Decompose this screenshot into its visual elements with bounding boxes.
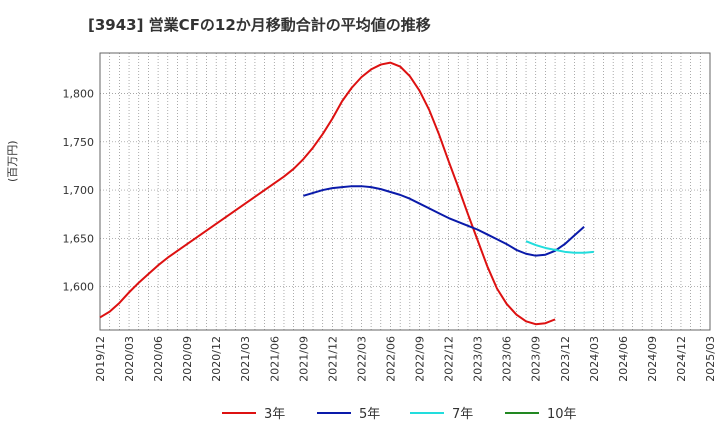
legend-label: 3年 (264, 407, 285, 422)
x-tick-label: 2023/12 (559, 336, 572, 382)
x-tick-label: 2023/03 (472, 336, 485, 382)
x-tick-label: 2023/09 (530, 336, 543, 382)
x-tick-label: 2020/03 (123, 336, 136, 382)
x-tick-label: 2021/03 (239, 336, 252, 382)
x-tick-label: 2021/09 (297, 336, 310, 382)
y-tick-label: 1,750 (63, 136, 95, 149)
grid-lines (100, 53, 710, 330)
series-line (99, 61, 556, 326)
plot-frame (99, 52, 711, 331)
x-tick-label: 2019/12 (94, 336, 107, 382)
legend-label: 5年 (359, 407, 380, 422)
x-tick-label: 2024/06 (617, 336, 630, 382)
x-tick-label: 2020/12 (210, 336, 223, 382)
legend: 3年 5年 7年 10年 (222, 407, 577, 422)
y-tick-labels: 1,600 1,650 1,700 1,750 1,800 (63, 88, 95, 294)
series-line (303, 185, 585, 257)
x-tick-label: 2024/03 (588, 336, 601, 382)
x-tick-label: 2025/03 (704, 336, 717, 382)
x-tick-label: 2020/06 (152, 336, 165, 382)
y-tick-label: 1,700 (63, 184, 95, 197)
x-tick-label: 2021/06 (268, 336, 281, 382)
x-tick-label: 2020/09 (181, 336, 194, 382)
series-lines (99, 61, 594, 326)
x-tick-label: 2023/06 (501, 336, 514, 382)
x-tick-label: 2021/12 (326, 336, 339, 382)
x-tick-label: 2024/12 (675, 336, 688, 382)
x-tick-label: 2022/06 (384, 336, 397, 382)
y-tick-label: 1,600 (63, 281, 95, 294)
y-tick-label: 1,650 (63, 232, 95, 245)
x-tick-label: 2022/12 (443, 336, 456, 382)
series-line (525, 240, 594, 254)
legend-label: 7年 (452, 407, 473, 422)
x-tick-label: 2024/09 (646, 336, 659, 382)
chart-title: [3943] 営業CFの12か月移動合計の平均値の推移 (88, 16, 431, 34)
x-tick-label: 2022/09 (414, 336, 427, 382)
y-tick-label: 1,800 (63, 88, 95, 101)
x-tick-label: 2022/03 (355, 336, 368, 382)
x-tick-labels: 2019/12 2020/03 2020/06 2020/09 2020/12 2021/… (94, 336, 717, 382)
legend-label: 10年 (547, 407, 577, 422)
